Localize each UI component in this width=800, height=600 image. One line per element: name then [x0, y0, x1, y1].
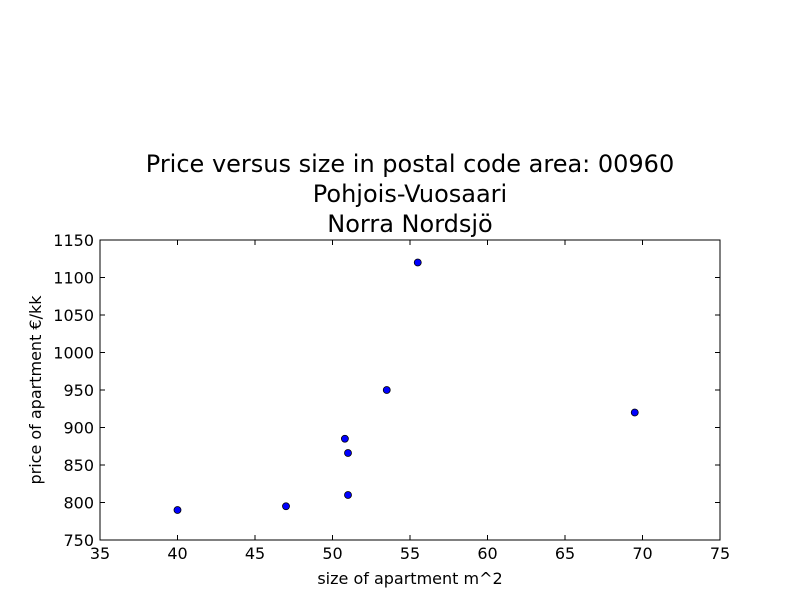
x-tick-label: 65	[555, 544, 575, 563]
y-tick-label: 900	[63, 419, 94, 438]
y-tick-label: 750	[63, 531, 94, 550]
chart-title: Price versus size in postal code area: 0…	[146, 150, 674, 238]
y-tick-label: 1100	[53, 269, 94, 288]
y-axis-ticks: 750 800 850 900 950 1000 1050 1100 1150	[53, 231, 720, 550]
x-tick-label: 70	[632, 544, 652, 563]
scatter-point	[344, 449, 352, 457]
y-tick-label: 850	[63, 456, 94, 475]
x-tick-label: 40	[167, 544, 187, 563]
y-tick-label: 950	[63, 381, 94, 400]
x-tick-label: 60	[477, 544, 497, 563]
scatter-point	[344, 491, 352, 499]
x-tick-label: 45	[245, 544, 265, 563]
scatter-point	[340, 434, 349, 443]
scatter-point	[282, 502, 290, 511]
scatter-point	[382, 386, 391, 394]
y-tick-label: 1150	[53, 231, 94, 250]
scatter-point	[413, 258, 422, 267]
y-tick-label: 1000	[53, 344, 94, 363]
y-axis-label: price of apartment €/kk	[26, 295, 45, 485]
scatter-point	[173, 506, 182, 514]
x-tick-label: 55	[400, 544, 420, 563]
x-tick-label: 75	[710, 544, 730, 563]
x-tick-label: 50	[322, 544, 342, 563]
plot-area	[99, 239, 721, 541]
x-axis-label: size of apartment m^2	[317, 569, 502, 588]
title-line-1: Price versus size in postal code area: 0…	[146, 150, 674, 178]
title-line-3: Norra Nordsjö	[327, 210, 492, 238]
data-points	[173, 258, 639, 514]
y-tick-label: 800	[63, 494, 94, 513]
x-axis-ticks: 35 40 45 50 55 60 65 70 75	[90, 240, 730, 563]
scatter-point	[630, 408, 639, 417]
title-line-2: Pohjois-Vuosaari	[313, 180, 507, 208]
y-tick-label: 1050	[53, 306, 94, 325]
x-tick-label: 35	[90, 544, 110, 563]
